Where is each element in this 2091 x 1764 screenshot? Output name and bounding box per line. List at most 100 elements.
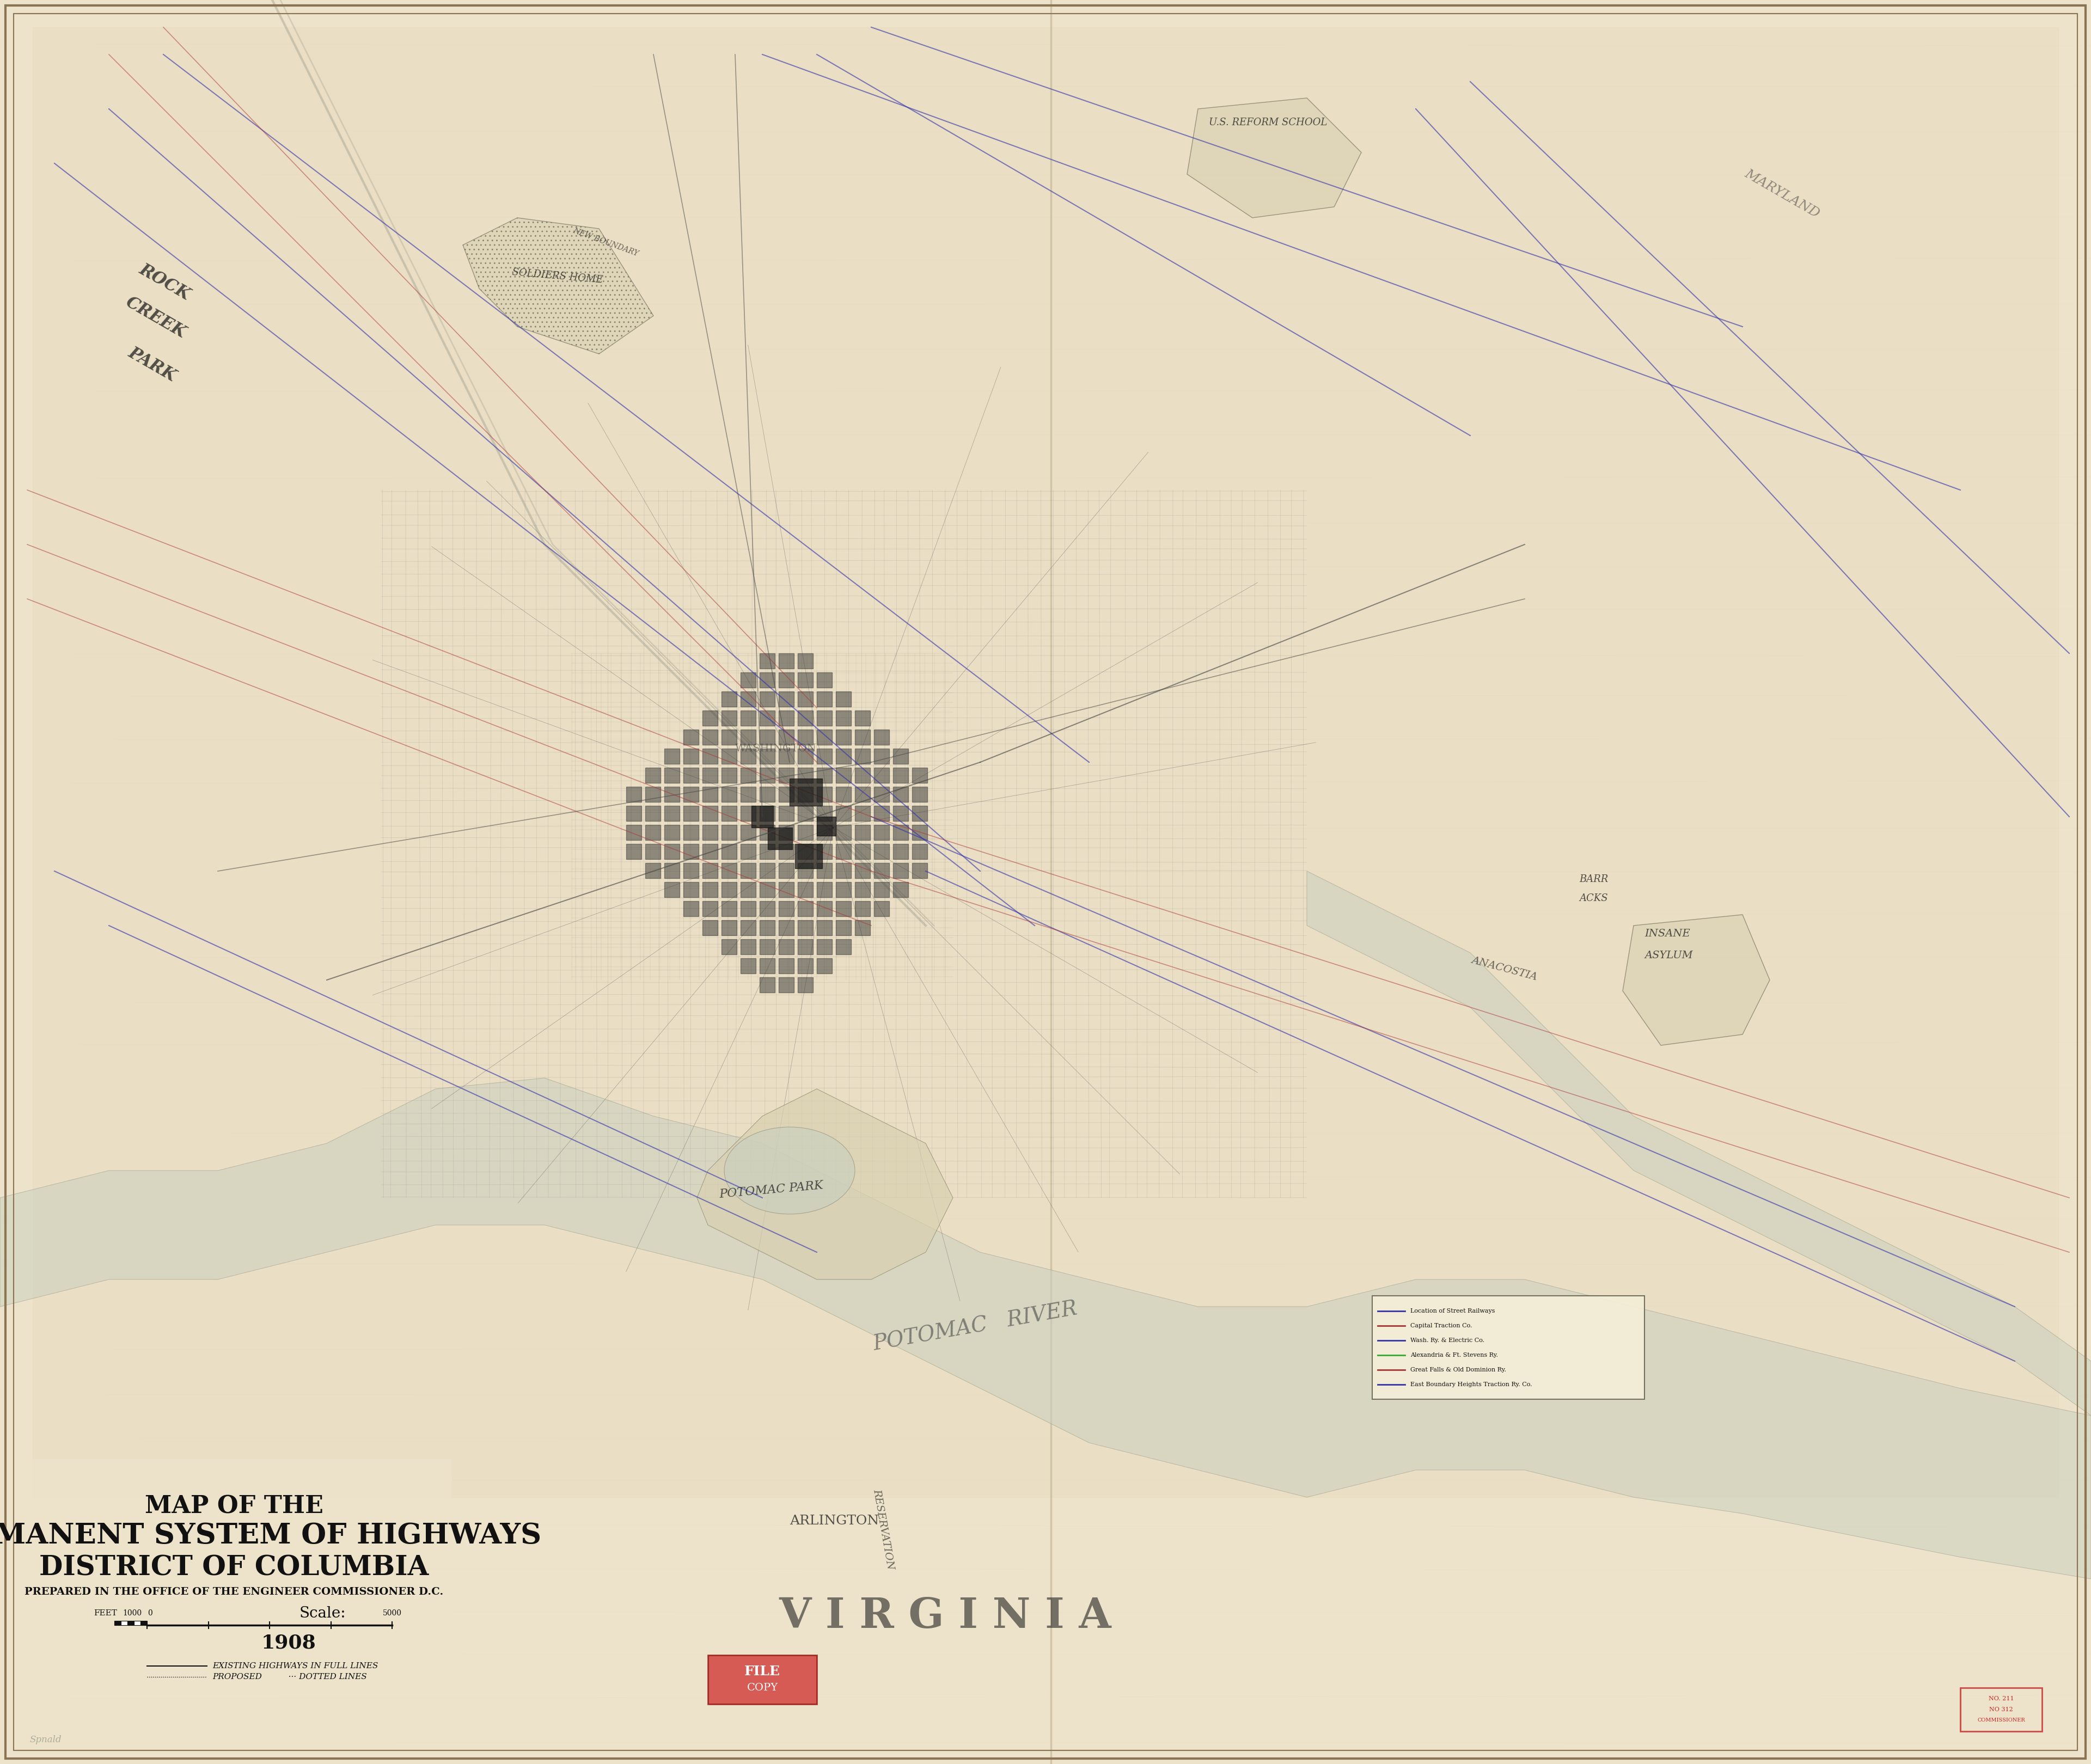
Bar: [759, 977, 776, 993]
Bar: [625, 826, 642, 840]
Bar: [740, 748, 755, 764]
Bar: [721, 882, 736, 898]
Text: Spnald: Spnald: [29, 1736, 63, 1745]
Bar: [836, 938, 851, 954]
Bar: [646, 767, 661, 783]
Bar: [646, 863, 661, 878]
Bar: [665, 826, 680, 840]
Text: V I R G I N I A: V I R G I N I A: [778, 1596, 1110, 1637]
Text: COMMISSIONER: COMMISSIONER: [1978, 1718, 2024, 1723]
Bar: [799, 787, 813, 803]
Bar: [799, 977, 813, 993]
Bar: [759, 882, 776, 898]
Bar: [709, 1655, 818, 1704]
Bar: [778, 767, 795, 783]
Bar: [721, 843, 736, 859]
Bar: [874, 787, 889, 803]
Text: ACKS: ACKS: [1579, 893, 1608, 903]
Text: Alexandria & Ft. Stevens Ry.: Alexandria & Ft. Stevens Ry.: [1409, 1353, 1497, 1358]
Bar: [665, 787, 680, 803]
Polygon shape: [1307, 871, 2091, 1415]
Bar: [790, 778, 822, 806]
Bar: [115, 1621, 121, 1625]
Bar: [759, 653, 776, 669]
Text: East Boundary Heights Traction Ry. Co.: East Boundary Heights Traction Ry. Co.: [1409, 1381, 1533, 1387]
Bar: [751, 806, 774, 827]
Bar: [646, 806, 661, 820]
Bar: [759, 730, 776, 744]
Text: DISTRICT OF COLUMBIA: DISTRICT OF COLUMBIA: [40, 1554, 429, 1581]
Bar: [684, 843, 698, 859]
Bar: [874, 806, 889, 820]
Bar: [795, 843, 822, 868]
Bar: [912, 826, 926, 840]
Text: U.S. REFORM SCHOOL: U.S. REFORM SCHOOL: [1209, 118, 1328, 127]
Bar: [836, 921, 851, 935]
Text: Capital Traction Co.: Capital Traction Co.: [1409, 1323, 1472, 1328]
Bar: [703, 901, 717, 916]
Bar: [893, 863, 907, 878]
Bar: [799, 882, 813, 898]
Bar: [874, 826, 889, 840]
Bar: [665, 767, 680, 783]
Bar: [740, 672, 755, 688]
Bar: [818, 938, 832, 954]
Bar: [759, 767, 776, 783]
Bar: [759, 901, 776, 916]
Bar: [836, 863, 851, 878]
Bar: [140, 1621, 146, 1625]
Bar: [778, 901, 795, 916]
Bar: [740, 711, 755, 725]
Bar: [855, 882, 870, 898]
Bar: [836, 711, 851, 725]
Bar: [740, 787, 755, 803]
Bar: [818, 672, 832, 688]
Bar: [799, 653, 813, 669]
Bar: [855, 901, 870, 916]
Text: COPY: COPY: [746, 1683, 778, 1693]
Bar: [799, 748, 813, 764]
Bar: [684, 748, 698, 764]
Bar: [684, 901, 698, 916]
Polygon shape: [723, 1127, 855, 1214]
Polygon shape: [1188, 99, 1361, 217]
Bar: [33, 26, 2058, 1498]
Bar: [855, 863, 870, 878]
Polygon shape: [462, 217, 652, 355]
Text: Great Falls & Old Dominion Ry.: Great Falls & Old Dominion Ry.: [1409, 1367, 1506, 1372]
Bar: [703, 921, 717, 935]
Bar: [740, 730, 755, 744]
Bar: [799, 767, 813, 783]
Bar: [721, 767, 736, 783]
Bar: [855, 767, 870, 783]
Bar: [665, 882, 680, 898]
Bar: [799, 901, 813, 916]
Bar: [799, 691, 813, 707]
Bar: [27, 1459, 452, 1693]
Bar: [740, 882, 755, 898]
Bar: [778, 711, 795, 725]
Bar: [740, 806, 755, 820]
Bar: [646, 826, 661, 840]
Bar: [893, 882, 907, 898]
Bar: [759, 711, 776, 725]
Bar: [799, 806, 813, 820]
Bar: [855, 748, 870, 764]
Text: FEET: FEET: [94, 1609, 117, 1618]
Bar: [767, 827, 792, 848]
Bar: [721, 730, 736, 744]
Bar: [818, 730, 832, 744]
Text: Wash. Ry. & Electric Co.: Wash. Ry. & Electric Co.: [1409, 1337, 1485, 1342]
Bar: [134, 1621, 140, 1625]
Bar: [836, 826, 851, 840]
Bar: [740, 958, 755, 974]
Bar: [703, 730, 717, 744]
Bar: [778, 730, 795, 744]
Bar: [703, 826, 717, 840]
Bar: [703, 806, 717, 820]
Text: ROCK: ROCK: [136, 261, 192, 303]
Bar: [665, 748, 680, 764]
Bar: [759, 787, 776, 803]
Bar: [818, 921, 832, 935]
Text: ANACOSTIA: ANACOSTIA: [1470, 954, 1539, 983]
